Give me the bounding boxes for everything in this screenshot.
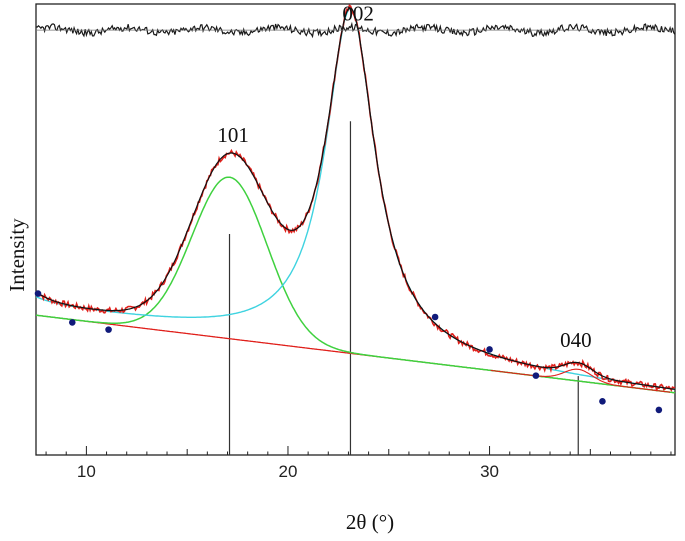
peak-label-002: 002 xyxy=(342,1,374,25)
bg-point-5 xyxy=(532,372,540,379)
fit-curves xyxy=(35,4,676,394)
peak-101-curve xyxy=(35,176,676,394)
bg-point-3 xyxy=(431,313,439,321)
x-tick-label-20: 20 xyxy=(279,462,298,481)
bg-point-0 xyxy=(34,290,42,297)
peak-label-101: 101 xyxy=(217,123,249,147)
residual-curve xyxy=(35,21,676,39)
peak-labels: 101 002 040 xyxy=(217,1,591,352)
bg-point-2 xyxy=(105,326,112,333)
y-axis-title: Intensity xyxy=(5,218,29,292)
bg-point-1 xyxy=(68,319,76,326)
x-axis-title: 2θ (°) xyxy=(346,510,394,534)
background-points xyxy=(34,290,663,414)
x-axis-ticks: 10 20 30 xyxy=(45,446,672,481)
plot-frame xyxy=(35,3,676,456)
x-tick-label-10: 10 xyxy=(77,462,96,481)
bg-point-6 xyxy=(599,398,606,405)
peak-040-curve xyxy=(490,368,671,393)
peak-label-040: 040 xyxy=(560,328,592,352)
fit-curve xyxy=(35,7,676,390)
bg-point-4 xyxy=(486,346,493,353)
peak-sticks xyxy=(228,121,579,455)
bg-point-7 xyxy=(655,406,663,414)
x-tick-label-30: 30 xyxy=(480,462,499,481)
